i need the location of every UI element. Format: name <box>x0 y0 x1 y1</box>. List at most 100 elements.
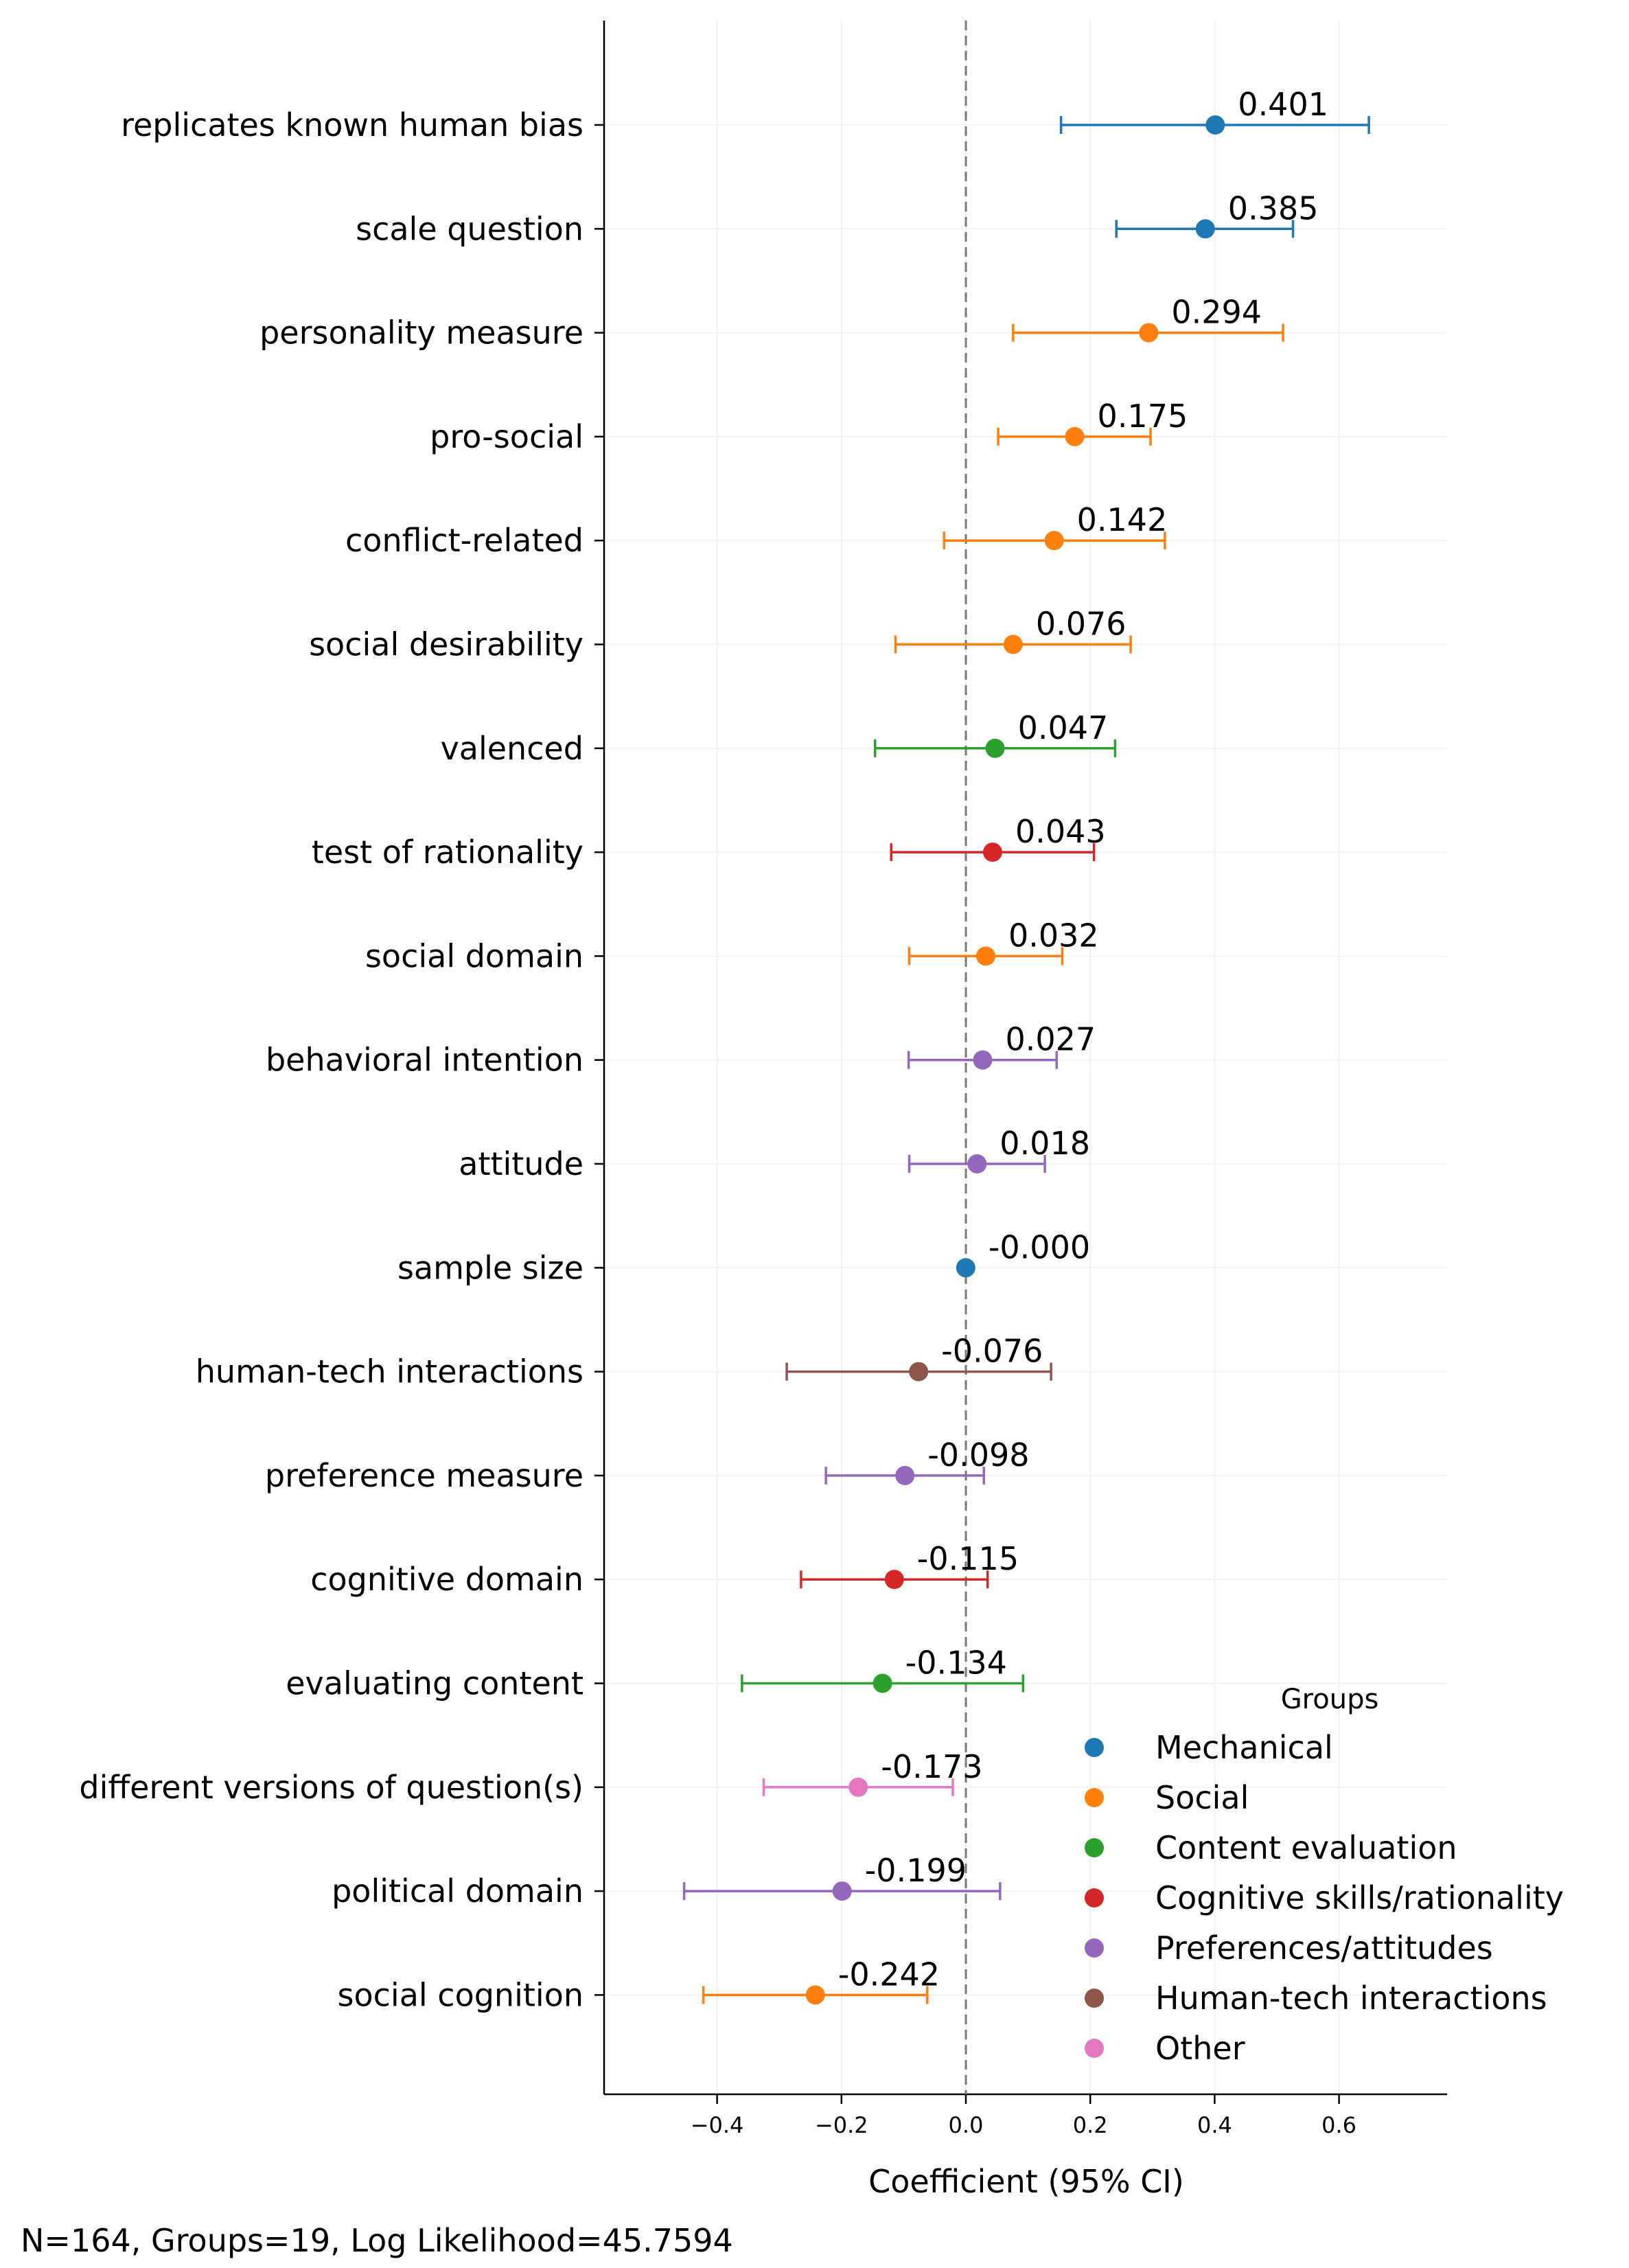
y-tick-label: political domain <box>332 1872 584 1910</box>
x-tick-label: 0.6 <box>1321 2112 1356 2138</box>
legend-entry: Human-tech interactions <box>1085 1980 1547 2017</box>
legend-entry: Other <box>1085 2030 1245 2067</box>
y-tick-label: different versions of question(s) <box>79 1769 584 1806</box>
coefficient-point <box>982 843 1002 862</box>
coefficient-row: personality measure 0.294 <box>259 294 1284 352</box>
coefficient-point <box>956 1258 975 1278</box>
y-tick-label: sample size <box>397 1249 584 1286</box>
legend-label: Social <box>1155 1779 1249 1816</box>
coefficient-label: -0.199 <box>865 1852 967 1889</box>
x-tick-label: 0.4 <box>1197 2112 1232 2138</box>
x-tick-label: 0.2 <box>1073 2112 1108 2138</box>
legend: Groups Mechanical Social Content evaluation… <box>1085 1684 1564 2067</box>
coefficient-row: conflict-related 0.142 <box>345 501 1167 559</box>
coefficient-row: social desirability 0.076 <box>309 606 1132 663</box>
y-tick-label: social desirability <box>309 626 584 663</box>
coefficient-label: -0.098 <box>927 1436 1029 1474</box>
legend-entry: Preferences/attitudes <box>1085 1929 1493 1967</box>
coefficient-point <box>884 1570 904 1590</box>
coefficient-point <box>973 1050 993 1070</box>
coefficient-point <box>1195 219 1215 239</box>
legend-label: Content evaluation <box>1155 1829 1457 1866</box>
y-tick-label: attitude <box>459 1145 584 1182</box>
coefficient-label: -0.242 <box>838 1956 940 1993</box>
coefficient-row: valenced 0.047 <box>441 709 1117 767</box>
legend-marker <box>1085 1738 1104 1757</box>
y-tick-label: conflict-related <box>345 522 584 559</box>
legend-marker <box>1085 2039 1104 2058</box>
coefficient-label: -0.076 <box>941 1333 1043 1370</box>
legend-label: Other <box>1155 2030 1245 2067</box>
coefficient-point <box>895 1465 915 1485</box>
legend-marker <box>1085 1989 1104 2008</box>
coefficient-point <box>1205 115 1225 135</box>
legend-marker <box>1085 1888 1104 1908</box>
coefficient-point <box>1139 323 1159 343</box>
coefficient-row: social domain 0.032 <box>365 917 1099 974</box>
x-tick-label: −0.2 <box>815 2112 868 2138</box>
legend-marker <box>1085 1788 1104 1807</box>
y-tick-label: social domain <box>365 937 584 974</box>
x-axis-label: Coefficient (95% CI) <box>868 2163 1184 2200</box>
model-summary: N=164, Groups=19, Log Likelihood=45.7594 <box>21 2222 733 2259</box>
coefficient-row: human-tech interactions -0.076 <box>196 1333 1052 1390</box>
y-tick-label: replicates known human bias <box>121 106 584 144</box>
x-tick-label: −0.4 <box>691 2112 744 2138</box>
coefficient-row: political domain -0.199 <box>332 1852 1002 1910</box>
coefficient-row: preference measure -0.098 <box>265 1436 1030 1494</box>
coefficient-point <box>1065 426 1085 446</box>
coefficient-label: -0.115 <box>917 1540 1019 1577</box>
legend-label: Human-tech interactions <box>1155 1980 1547 2017</box>
y-tick-label: personality measure <box>259 314 584 352</box>
y-tick-label: evaluating content <box>286 1665 584 1702</box>
coefficient-label: 0.401 <box>1238 86 1328 123</box>
y-tick-label: preference measure <box>265 1457 584 1494</box>
coefficient-point <box>1044 531 1064 551</box>
legend-title: Groups <box>1281 1684 1379 1715</box>
coefficient-row: attitude 0.018 <box>459 1125 1090 1182</box>
y-tick-label: pro-social <box>430 418 584 455</box>
x-tick-label: 0.0 <box>949 2112 984 2138</box>
coefficient-label: -0.134 <box>905 1645 1007 1682</box>
legend-entry: Mechanical <box>1085 1729 1333 1766</box>
coefficient-point <box>985 738 1005 758</box>
legend-entry: Social <box>1085 1779 1249 1816</box>
coefficient-label: 0.032 <box>1008 917 1099 954</box>
coefficient-label: 0.175 <box>1098 398 1188 435</box>
legend-marker <box>1085 1838 1104 1857</box>
coefficient-label: 0.047 <box>1018 709 1109 746</box>
y-tick-label: human-tech interactions <box>196 1353 584 1390</box>
coefficient-rows: replicates known human bias 0.401 scale qu… <box>79 86 1370 2013</box>
coefficient-point <box>873 1673 892 1693</box>
coefficient-row: replicates known human bias 0.401 <box>121 86 1370 144</box>
coefficient-row: social cognition -0.242 <box>338 1956 940 2013</box>
coefficient-label: 0.294 <box>1171 294 1262 331</box>
coefficient-label: 0.043 <box>1015 813 1106 850</box>
x-axis-ticks: −0.4 −0.2 0.0 0.2 0.4 0.6 <box>691 2094 1356 2138</box>
legend-entry: Cognitive skills/rationality <box>1085 1879 1564 1916</box>
y-tick-label: test of rationality <box>312 834 584 871</box>
legend-label: Preferences/attitudes <box>1155 1929 1493 1967</box>
coefficient-row: cognitive domain -0.115 <box>310 1540 1019 1598</box>
coefficient-row: pro-social 0.175 <box>430 398 1188 455</box>
coefficient-row: different versions of question(s) -0.173 <box>79 1748 982 1806</box>
coefficient-point <box>832 1881 852 1901</box>
coefficient-point <box>1003 634 1023 654</box>
coefficient-point <box>909 1362 929 1382</box>
coefficient-point <box>848 1777 868 1797</box>
legend-label: Cognitive skills/rationality <box>1155 1879 1564 1916</box>
legend-label: Mechanical <box>1155 1729 1333 1766</box>
coefficient-row: sample size -0.000 <box>397 1228 1090 1286</box>
coefficient-row: evaluating content -0.134 <box>286 1645 1025 1702</box>
y-tick-label: valenced <box>441 730 584 767</box>
coefficient-label: 0.142 <box>1077 501 1168 538</box>
coefficient-label: -0.173 <box>881 1748 982 1785</box>
y-tick-label: cognitive domain <box>310 1561 584 1598</box>
coefficient-row: behavioral intention 0.027 <box>266 1021 1096 1079</box>
y-tick-label: social cognition <box>338 1976 584 2013</box>
legend-entry: Content evaluation <box>1085 1829 1457 1866</box>
coefficient-label: 0.385 <box>1228 190 1319 227</box>
coefficient-row: scale question 0.385 <box>356 190 1318 247</box>
coefficient-label: 0.027 <box>1005 1021 1096 1058</box>
